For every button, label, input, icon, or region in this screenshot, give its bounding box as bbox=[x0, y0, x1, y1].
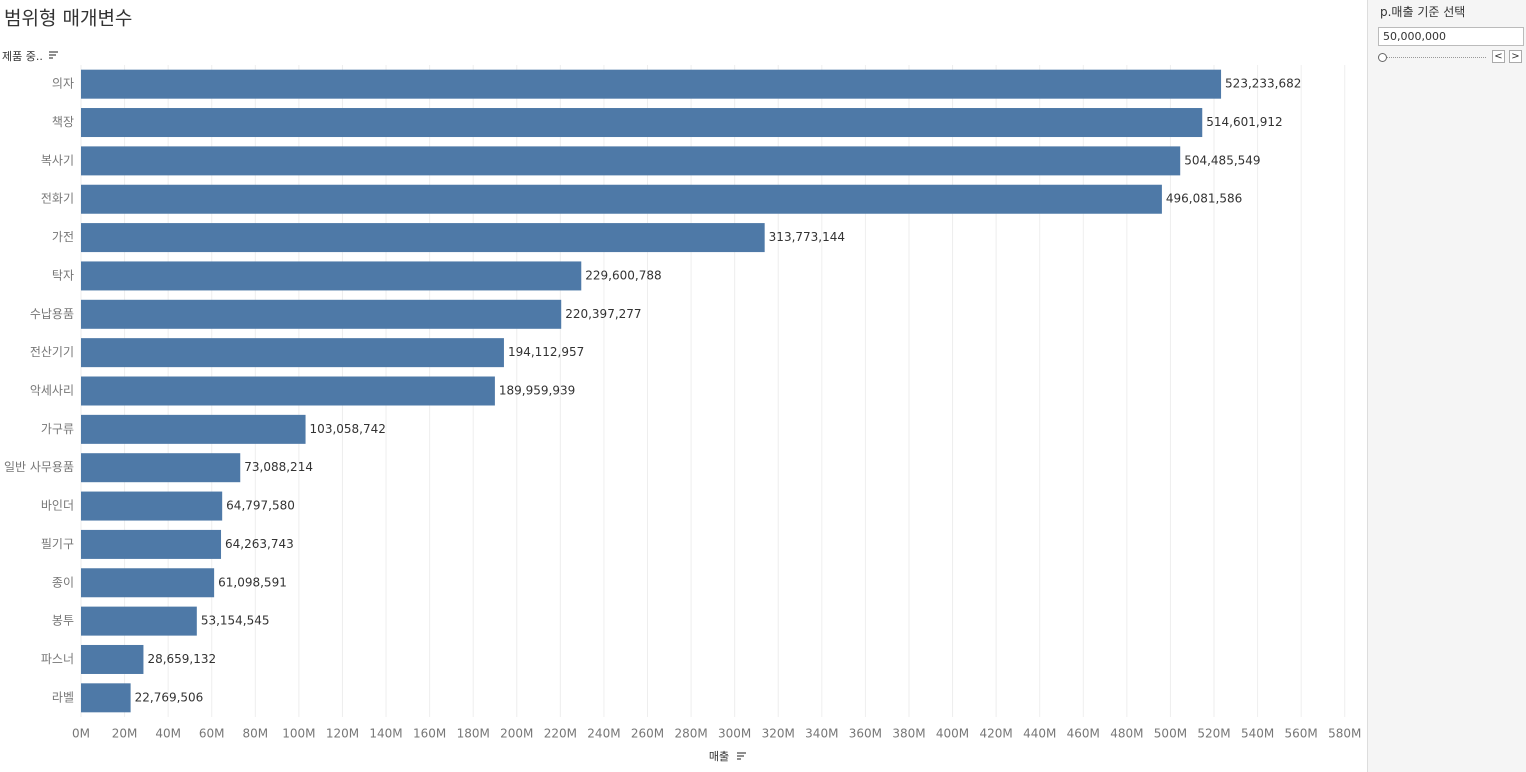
y-tick-label: 전산기기 bbox=[30, 345, 74, 359]
x-tick-label: 480M bbox=[1110, 727, 1143, 741]
bar bbox=[81, 414, 306, 444]
x-tick-label: 500M bbox=[1154, 727, 1187, 741]
x-tick-label: 340M bbox=[805, 727, 838, 741]
x-tick-label: 240M bbox=[587, 727, 620, 741]
y-tick-label: 봉투 bbox=[52, 614, 74, 628]
y-tick-label: 필기구 bbox=[41, 537, 74, 551]
bar bbox=[81, 338, 504, 368]
x-tick-label: 220M bbox=[544, 727, 577, 741]
x-tick-label: 380M bbox=[892, 727, 925, 741]
bar bbox=[81, 146, 1181, 176]
value-label: 514,601,912 bbox=[1206, 115, 1282, 129]
value-label: 64,797,580 bbox=[226, 499, 295, 513]
bar bbox=[81, 299, 562, 329]
y-tick-label: 일반 사무용품 bbox=[4, 460, 74, 474]
x-tick-label: 400M bbox=[936, 727, 969, 741]
x-tick-label: 0M bbox=[72, 727, 90, 741]
x-tick-label: 460M bbox=[1067, 727, 1100, 741]
y-tick-label: 라벨 bbox=[52, 690, 74, 704]
x-tick-label: 20M bbox=[112, 727, 138, 741]
x-tick-label: 120M bbox=[326, 727, 359, 741]
x-tick-label: 260M bbox=[631, 727, 664, 741]
value-label: 73,088,214 bbox=[244, 460, 313, 474]
bar bbox=[81, 376, 495, 406]
value-label: 220,397,277 bbox=[565, 307, 641, 321]
x-tick-label: 80M bbox=[242, 727, 268, 741]
value-label: 28,659,132 bbox=[147, 652, 216, 666]
value-label: 229,600,788 bbox=[585, 268, 661, 282]
bar bbox=[81, 108, 1203, 138]
bar bbox=[81, 491, 223, 521]
x-tick-label: 540M bbox=[1241, 727, 1274, 741]
y-tick-label: 탁자 bbox=[52, 268, 74, 282]
y-tick-label: 전화기 bbox=[41, 192, 74, 206]
value-label: 22,769,506 bbox=[135, 690, 204, 704]
x-tick-label: 580M bbox=[1328, 727, 1361, 741]
y-tick-label: 종이 bbox=[52, 575, 74, 589]
value-label: 189,959,939 bbox=[499, 384, 575, 398]
value-label: 504,485,549 bbox=[1184, 153, 1260, 167]
value-label: 103,058,742 bbox=[310, 422, 386, 436]
x-axis-label: 매출 bbox=[709, 750, 729, 763]
x-tick-label: 300M bbox=[718, 727, 751, 741]
y-tick-label: 악세사리 bbox=[30, 384, 74, 398]
parameter-panel: p.매출 기준 선택 50,000,000 < > bbox=[1367, 0, 1526, 772]
x-tick-label: 200M bbox=[500, 727, 533, 741]
bar bbox=[81, 606, 197, 636]
bar bbox=[81, 568, 215, 598]
bar bbox=[81, 644, 144, 674]
y-tick-label: 복사기 bbox=[41, 153, 74, 167]
x-tick-label: 440M bbox=[1023, 727, 1056, 741]
y-tick-label: 바인더 bbox=[41, 499, 74, 513]
y-tick-label: 가전 bbox=[52, 230, 74, 244]
slider-track[interactable] bbox=[1382, 57, 1486, 58]
parameter-input[interactable]: 50,000,000 bbox=[1378, 27, 1524, 46]
value-label: 194,112,957 bbox=[508, 345, 584, 359]
sort-icon[interactable] bbox=[49, 51, 58, 59]
chart-title: 범위형 매개변수 bbox=[4, 8, 132, 30]
y-tick-label: 책장 bbox=[52, 114, 74, 129]
chart: 범위형 매개변수 제품 중.. 매출 0M 20M 40M 60M 80M 100M 120… bbox=[2, 8, 1361, 764]
value-label: 53,154,545 bbox=[201, 614, 270, 628]
x-tick-label: 520M bbox=[1197, 727, 1230, 741]
bar bbox=[81, 453, 241, 483]
prev-button[interactable]: < bbox=[1492, 50, 1505, 63]
bar bbox=[81, 184, 1162, 214]
y-tick-label: 의자 bbox=[52, 77, 74, 91]
bar bbox=[81, 683, 131, 713]
x-tick-label: 160M bbox=[413, 727, 446, 741]
y-tick-label: 가구류 bbox=[41, 422, 74, 436]
x-tick-label: 360M bbox=[849, 727, 882, 741]
sort-icon[interactable] bbox=[737, 752, 746, 760]
x-tick-label: 40M bbox=[155, 727, 181, 741]
x-tick-label: 280M bbox=[674, 727, 707, 741]
y-tick-label: 파스너 bbox=[41, 652, 74, 666]
slider-knob[interactable] bbox=[1378, 53, 1387, 62]
bar bbox=[81, 529, 222, 559]
bar bbox=[81, 69, 1222, 99]
next-button[interactable]: > bbox=[1509, 50, 1522, 63]
x-tick-label: 320M bbox=[762, 727, 795, 741]
x-tick-label: 180M bbox=[457, 727, 490, 741]
value-label: 523,233,682 bbox=[1225, 77, 1301, 91]
x-tick-label: 60M bbox=[199, 727, 225, 741]
x-tick-label: 100M bbox=[282, 727, 315, 741]
y-tick-label: 수납용품 bbox=[30, 307, 74, 321]
bar bbox=[81, 261, 582, 291]
value-label: 61,098,591 bbox=[218, 575, 287, 589]
x-tick-label: 560M bbox=[1285, 727, 1318, 741]
value-label: 496,081,586 bbox=[1166, 192, 1242, 206]
value-label: 313,773,144 bbox=[769, 230, 845, 244]
x-tick-label: 140M bbox=[369, 727, 402, 741]
parameter-title: p.매출 기준 선택 bbox=[1380, 5, 1466, 19]
value-label: 64,263,743 bbox=[225, 537, 294, 551]
y-axis-label: 제품 중.. bbox=[2, 50, 43, 63]
x-tick-label: 420M bbox=[979, 727, 1012, 741]
bar bbox=[81, 223, 765, 253]
